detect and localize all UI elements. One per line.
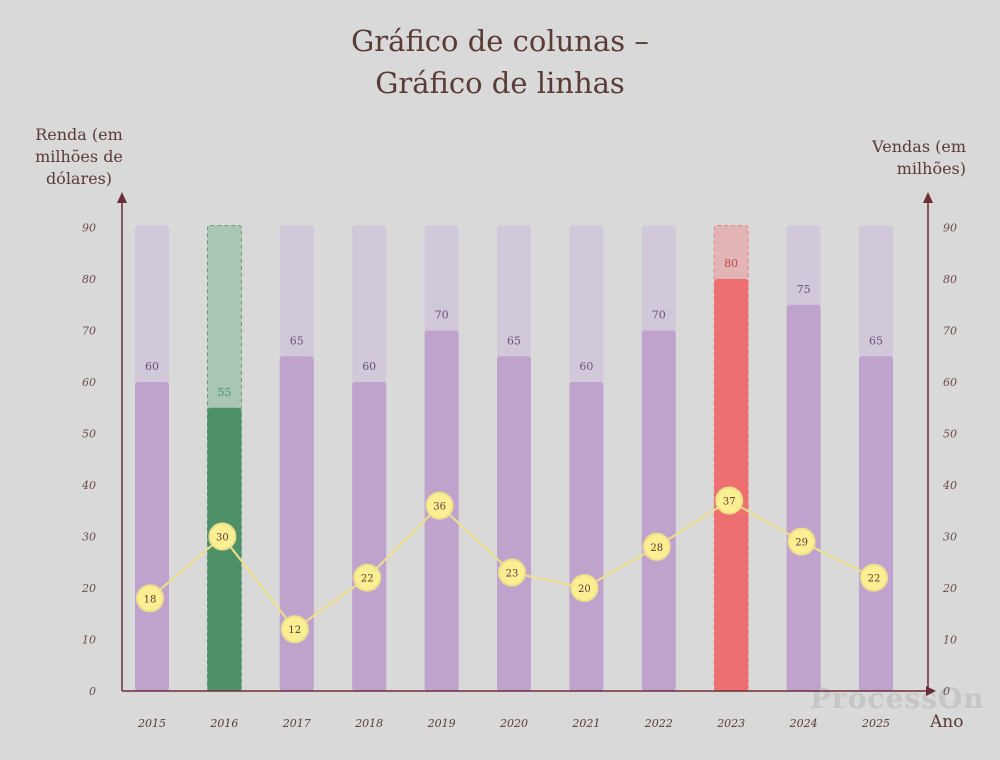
x-tick-label-2020: 2020 [499, 717, 528, 730]
bar-value-label-2025: 65 [869, 334, 883, 347]
y-tick-right-0: 0 [943, 685, 950, 698]
axes-group: 2015 2016 2017 2018 2019 2020 2021 2022 2023 2024… [81, 192, 957, 730]
line-point-2015 [136, 584, 164, 613]
bar-value-label-2021: 60 [579, 360, 593, 373]
bar-value-label-2018: 60 [362, 360, 376, 373]
y-tick-right-30: 30 [943, 531, 957, 544]
bars-group: 60 55 65 60 70 65 60 70 80 75 65 [135, 225, 893, 692]
bar-2015 [135, 382, 169, 691]
y-axis-right-label: Vendas (em milhões) [872, 137, 966, 178]
y-axis-left-arrow-icon [117, 192, 127, 203]
y-tick-left-70: 70 [82, 325, 96, 338]
line-point-2021 [570, 574, 599, 602]
y-tick-left-0: 0 [89, 685, 96, 698]
bar-2017 [279, 356, 314, 691]
bar-2021 [569, 382, 604, 691]
y-tick-left-60: 60 [82, 376, 96, 389]
y-tick-right-90: 90 [943, 222, 957, 235]
bar-value-label-2019: 70 [435, 309, 449, 322]
line-point-label-2017: 12 [288, 625, 301, 636]
bar-2022 [641, 330, 676, 691]
bar-value-label-2020: 65 [507, 334, 521, 347]
x-tick-label-2024: 2024 [789, 717, 818, 730]
x-tick-label-2017: 2017 [282, 717, 311, 730]
line-point-label-2018: 22 [361, 574, 374, 585]
y-tick-right-80: 80 [943, 273, 957, 286]
line-point-2025 [860, 563, 888, 592]
y-axis-right-arrow-icon [923, 192, 933, 203]
x-tick-label-2025: 2025 [861, 717, 890, 730]
x-tick-label-2023: 2023 [716, 717, 745, 730]
y-tick-left-20: 20 [81, 582, 96, 595]
y-tick-left-40: 40 [81, 479, 96, 492]
y-tick-left-10: 10 [82, 634, 96, 647]
line-point-label-2020: 23 [506, 569, 519, 580]
bar-value-label-2017: 65 [290, 334, 304, 347]
line-point-label-2016: 30 [216, 533, 229, 544]
bar-value-label-2015: 60 [145, 360, 159, 373]
x-tick-label-2016: 2016 [209, 717, 238, 730]
bar-value-label-2022: 70 [652, 309, 666, 322]
x-tick-label-2019: 2019 [427, 717, 456, 730]
y-tick-left-50: 50 [82, 428, 96, 441]
line-point-label-2022: 28 [650, 543, 663, 554]
y-axis-left-label: Renda (em milhões de dólares) [35, 125, 123, 188]
line-series-group: 18 30 12 22 36 23 20 28 37 29 22 [136, 486, 888, 644]
bar-value-label-2016: 55 [217, 386, 231, 399]
y-tick-right-60: 60 [943, 376, 957, 389]
bar-2023 [714, 279, 749, 691]
bar-value-label-2023: 80 [724, 257, 738, 270]
line-point-2016 [208, 522, 237, 551]
line-point-label-2021: 20 [578, 584, 591, 595]
line-point-2024 [787, 527, 816, 556]
x-tick-label-2015: 2015 [137, 717, 166, 730]
y-tick-left-90: 90 [82, 222, 96, 235]
bar-value-label-2024: 75 [797, 283, 811, 296]
x-axis-label: Ano [930, 712, 964, 732]
y-tick-left-30: 30 [82, 531, 96, 544]
line-point-label-2025: 22 [868, 574, 881, 585]
y-tick-right-40: 40 [942, 479, 957, 492]
line-point-2018 [353, 563, 382, 592]
line-point-label-2015: 18 [144, 594, 157, 605]
x-tick-label-2021: 2021 [571, 717, 600, 730]
chart-title-line1: Gráfico de colunas – [351, 24, 649, 58]
y-tick-right-20: 20 [942, 582, 957, 595]
x-tick-label-2018: 2018 [354, 717, 383, 730]
x-tick-label-2022: 2022 [644, 717, 673, 730]
line-point-label-2023: 37 [723, 496, 736, 507]
line-point-2022 [642, 532, 671, 561]
bar-2020 [497, 356, 531, 691]
line-point-2020 [498, 558, 526, 587]
y-tick-left-80: 80 [82, 273, 96, 286]
chart-title-line2: Gráfico de linhas [375, 66, 625, 100]
line-point-2017 [280, 615, 309, 644]
y-tick-right-70: 70 [943, 325, 957, 338]
watermark-logo: ProcessOn [810, 682, 985, 715]
bar-2025 [859, 356, 893, 691]
line-point-label-2019: 36 [433, 502, 446, 513]
line-point-2019 [425, 491, 454, 520]
line-point-label-2024: 29 [795, 538, 808, 549]
bar-2024 [786, 304, 821, 691]
line-point-2023 [715, 486, 744, 515]
bar-2018 [352, 382, 387, 691]
y-tick-right-10: 10 [943, 634, 957, 647]
y-tick-right-50: 50 [943, 428, 957, 441]
